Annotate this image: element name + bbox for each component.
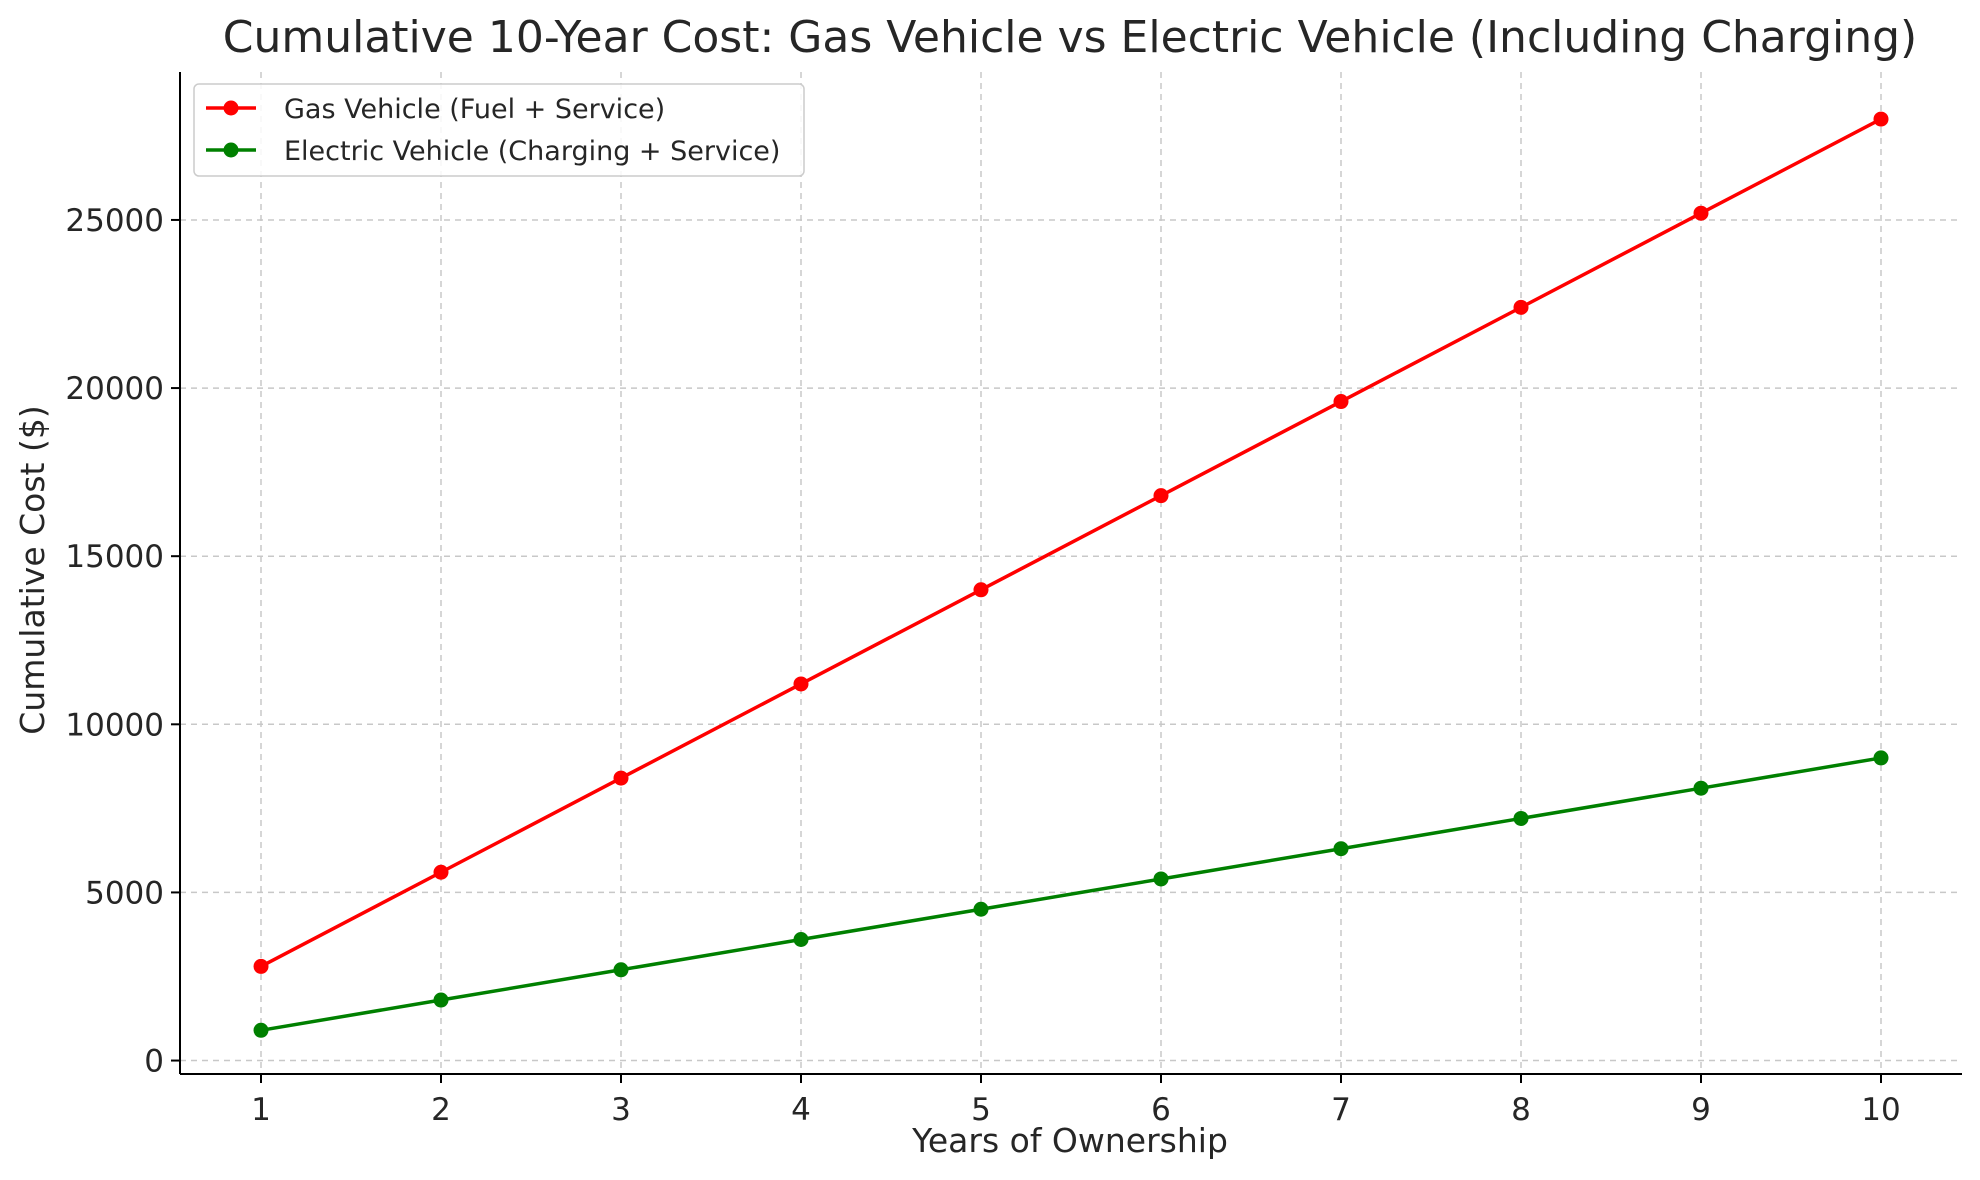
legend: Gas Vehicle (Fuel + Service) Electric Veh…	[193, 83, 805, 177]
data-point-electric	[1873, 750, 1889, 766]
ticks-layer: 1 2 3 4 5 6 7 8 9 10 0 5000 10000 15000 20000 25000	[65, 203, 1900, 1128]
x-tick-label: 5	[971, 1092, 991, 1128]
x-tick-label: 7	[1331, 1092, 1351, 1128]
axes-layer	[179, 72, 1962, 1075]
legend-label-electric: Electric Vehicle (Charging + Service)	[284, 136, 780, 167]
data-point-gas	[433, 864, 449, 880]
legend-marker-electric	[223, 142, 239, 158]
y-tick-label: 25000	[65, 203, 164, 239]
data-point-electric	[253, 1022, 269, 1038]
data-point-gas	[1153, 488, 1169, 504]
data-point-gas	[1333, 394, 1349, 410]
legend-label-gas: Gas Vehicle (Fuel + Service)	[284, 94, 665, 125]
x-tick-label: 6	[1151, 1092, 1171, 1128]
chart-title: Cumulative 10-Year Cost: Gas Vehicle vs …	[223, 12, 1917, 63]
x-tick-label: 2	[431, 1092, 451, 1128]
data-point-gas	[253, 958, 269, 974]
data-point-gas	[973, 582, 989, 598]
x-tick-label: 3	[611, 1092, 631, 1128]
x-tick-label: 4	[791, 1092, 811, 1128]
x-tick-label: 9	[1691, 1092, 1711, 1128]
data-point-electric	[613, 962, 629, 978]
y-axis-label: Cumulative Cost ($)	[13, 405, 52, 734]
x-tick-label: 10	[1861, 1092, 1900, 1128]
series-line-gas	[260, 117, 1882, 968]
x-tick-label: 8	[1511, 1092, 1531, 1128]
legend-box	[193, 83, 805, 177]
data-point-gas	[1513, 299, 1529, 315]
data-point-electric	[1333, 841, 1349, 857]
series-line-electric	[260, 756, 1882, 1033]
x-tick-label: 1	[251, 1092, 271, 1128]
data-point-gas	[1873, 111, 1889, 127]
data-point-gas	[613, 770, 629, 786]
data-point-gas	[793, 676, 809, 692]
data-point-electric	[433, 992, 449, 1008]
y-tick-label: 5000	[85, 875, 164, 911]
data-point-electric	[1693, 780, 1709, 796]
data-point-electric	[793, 932, 809, 948]
series-layer	[253, 111, 1889, 1038]
y-tick-label: 15000	[65, 539, 164, 575]
data-point-electric	[1513, 810, 1529, 826]
data-point-electric	[973, 901, 989, 917]
y-tick-label: 0	[144, 1044, 164, 1080]
data-point-gas	[1693, 205, 1709, 221]
y-tick-label: 20000	[65, 371, 164, 407]
x-axis-label: Years of Ownership	[911, 1121, 1228, 1160]
y-tick-label: 10000	[65, 707, 164, 743]
legend-marker-gas	[223, 100, 239, 116]
grid-layer	[180, 72, 1962, 1074]
data-point-electric	[1153, 871, 1169, 887]
